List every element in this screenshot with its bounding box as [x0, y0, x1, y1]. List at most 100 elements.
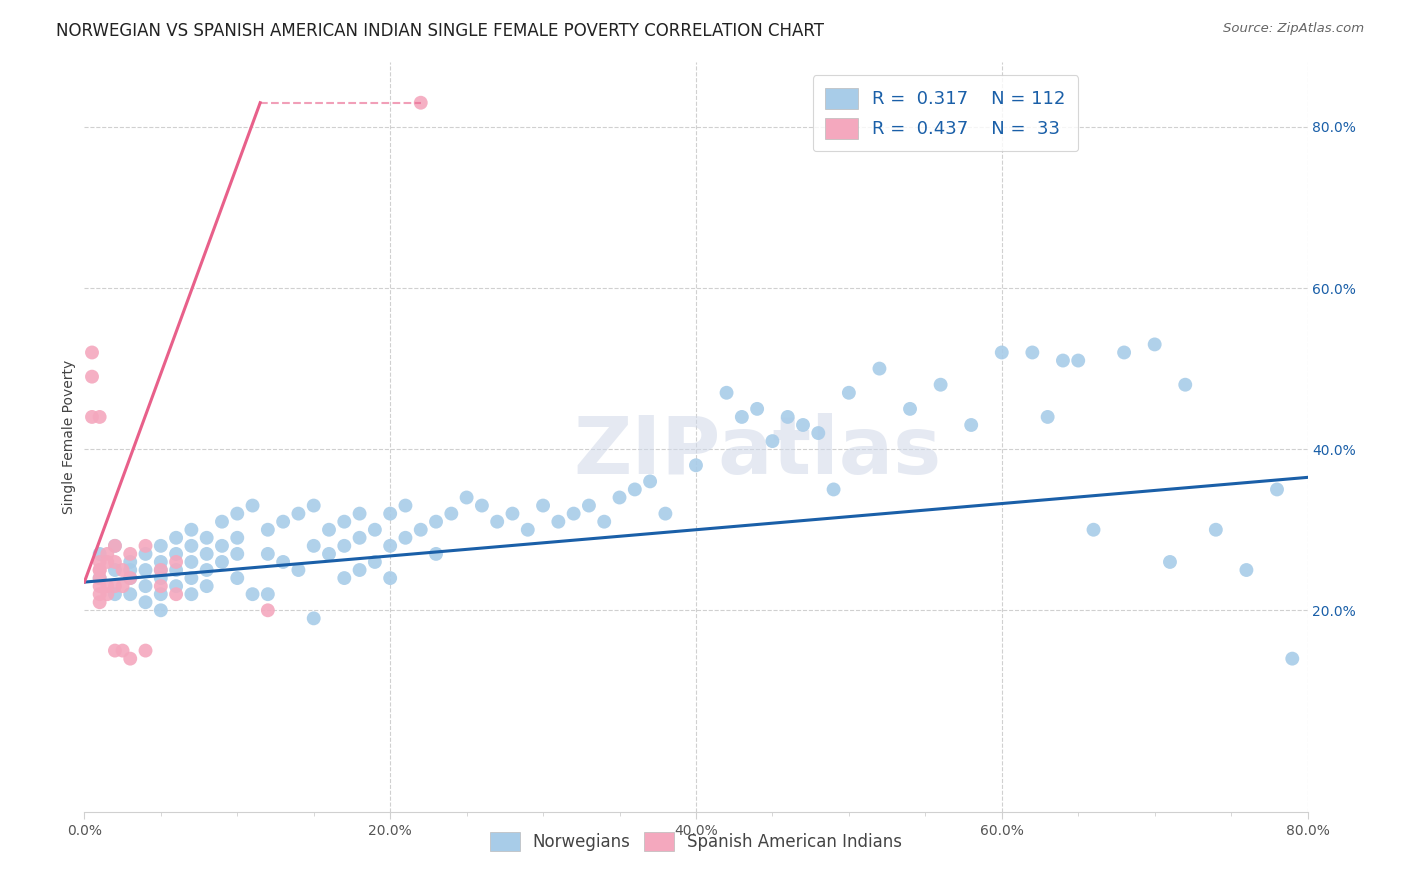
- Point: [165, 579, 187, 593]
- Point: [302, 499, 325, 513]
- Point: [104, 555, 127, 569]
- Point: [486, 515, 509, 529]
- Point: [685, 458, 707, 473]
- Point: [89, 571, 111, 585]
- Point: [120, 587, 142, 601]
- Point: [425, 515, 447, 529]
- Point: [149, 603, 172, 617]
- Point: [135, 563, 157, 577]
- Point: [531, 499, 554, 513]
- Point: [180, 523, 202, 537]
- Point: [104, 643, 127, 657]
- Point: [609, 491, 631, 505]
- Text: Source: ZipAtlas.com: Source: ZipAtlas.com: [1223, 22, 1364, 36]
- Point: [624, 483, 647, 497]
- Point: [211, 539, 233, 553]
- Point: [654, 507, 676, 521]
- Point: [104, 539, 127, 553]
- Point: [471, 499, 494, 513]
- Point: [593, 515, 616, 529]
- Point: [149, 563, 172, 577]
- Point: [364, 555, 387, 569]
- Point: [226, 547, 249, 561]
- Point: [257, 547, 280, 561]
- Point: [776, 409, 799, 424]
- Point: [716, 385, 738, 400]
- Point: [1083, 523, 1105, 537]
- Point: [1205, 523, 1227, 537]
- Point: [869, 361, 891, 376]
- Point: [349, 531, 371, 545]
- Point: [271, 515, 294, 529]
- Point: [120, 547, 142, 561]
- Point: [135, 579, 157, 593]
- Point: [211, 515, 233, 529]
- Point: [149, 579, 172, 593]
- Point: [349, 507, 371, 521]
- Point: [991, 345, 1014, 359]
- Point: [425, 547, 447, 561]
- Point: [380, 507, 402, 521]
- Point: [149, 587, 172, 601]
- Point: [96, 579, 118, 593]
- Point: [195, 547, 218, 561]
- Point: [104, 563, 127, 577]
- Point: [257, 587, 280, 601]
- Point: [409, 95, 432, 110]
- Point: [89, 587, 111, 601]
- Point: [1159, 555, 1181, 569]
- Point: [318, 547, 340, 561]
- Point: [1265, 483, 1288, 497]
- Point: [1067, 353, 1090, 368]
- Point: [242, 587, 264, 601]
- Point: [456, 491, 478, 505]
- Point: [149, 563, 172, 577]
- Point: [226, 507, 249, 521]
- Point: [1281, 651, 1303, 665]
- Point: [380, 571, 402, 585]
- Point: [89, 555, 111, 569]
- Point: [211, 555, 233, 569]
- Point: [120, 571, 142, 585]
- Point: [104, 539, 127, 553]
- Point: [516, 523, 538, 537]
- Point: [792, 417, 814, 432]
- Point: [226, 531, 249, 545]
- Point: [257, 523, 280, 537]
- Point: [89, 547, 111, 561]
- Point: [120, 571, 142, 585]
- Point: [1052, 353, 1074, 368]
- Point: [287, 507, 309, 521]
- Point: [502, 507, 524, 521]
- Point: [271, 555, 294, 569]
- Point: [394, 499, 416, 513]
- Point: [1036, 409, 1059, 424]
- Point: [135, 539, 157, 553]
- Point: [929, 377, 952, 392]
- Point: [120, 651, 142, 665]
- Point: [195, 579, 218, 593]
- Point: [440, 507, 463, 521]
- Point: [111, 579, 134, 593]
- Point: [80, 345, 103, 359]
- Text: ZIPatlas: ZIPatlas: [574, 413, 941, 491]
- Point: [807, 425, 830, 440]
- Point: [898, 401, 921, 416]
- Legend: Norwegians, Spanish American Indians: Norwegians, Spanish American Indians: [481, 823, 911, 860]
- Point: [960, 417, 983, 432]
- Point: [195, 531, 218, 545]
- Point: [89, 595, 111, 609]
- Point: [89, 563, 111, 577]
- Point: [165, 563, 187, 577]
- Point: [104, 587, 127, 601]
- Point: [135, 643, 157, 657]
- Point: [226, 571, 249, 585]
- Point: [1236, 563, 1258, 577]
- Point: [89, 571, 111, 585]
- Point: [149, 571, 172, 585]
- Point: [409, 523, 432, 537]
- Point: [731, 409, 754, 424]
- Point: [96, 587, 118, 601]
- Point: [104, 579, 127, 593]
- Point: [120, 555, 142, 569]
